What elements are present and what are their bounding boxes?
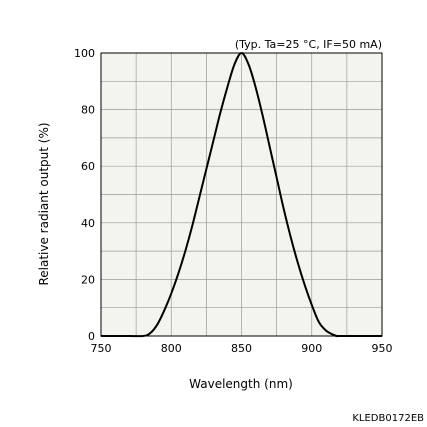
- plot-frame: [100, 52, 383, 337]
- x-tick-label: 850: [231, 342, 252, 355]
- x-axis-label: Wavelength (nm): [189, 377, 293, 391]
- x-tick-label: 950: [372, 342, 393, 355]
- y-axis-label: Relative radiant output (%): [37, 122, 51, 285]
- y-tick-label: 20: [81, 273, 95, 286]
- x-tick-label: 800: [161, 342, 182, 355]
- y-tick-label: 0: [88, 330, 95, 343]
- document-code: KLEDB0172EB: [352, 413, 424, 424]
- y-tick-label: 100: [74, 47, 95, 60]
- grid-lines: [101, 53, 382, 336]
- y-tick-labels: 0 20 40 60 80 100: [74, 47, 95, 343]
- x-tick-labels: 750 800 850 900 950: [91, 342, 393, 355]
- y-tick-label: 60: [81, 160, 95, 173]
- y-tick-label: 40: [81, 217, 95, 230]
- x-tick-label: 750: [91, 342, 112, 355]
- y-tick-label: 80: [81, 104, 95, 117]
- condition-note: (Typ. Ta=25 °C, IF=50 mA): [235, 38, 382, 51]
- x-tick-label: 900: [301, 342, 322, 355]
